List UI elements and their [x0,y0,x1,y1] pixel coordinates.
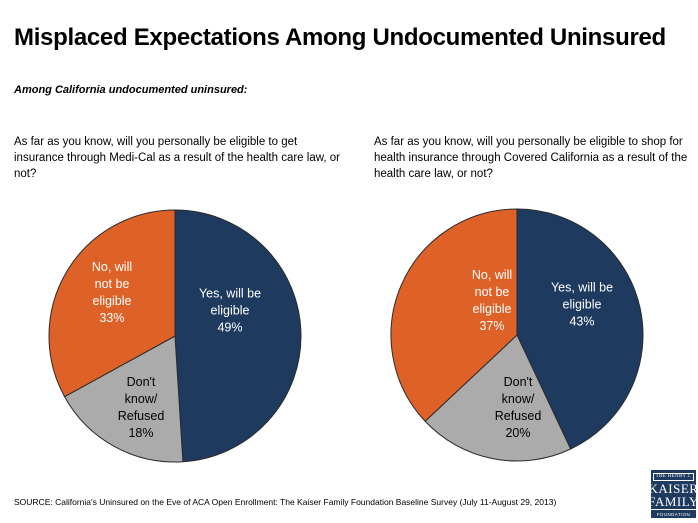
pie-slice-label: Yes, will be eligible 43% [550,280,614,329]
pie-svg [390,208,644,462]
pie-slice [516,208,644,450]
pie-slice-label: Don't know/Refused 18% [117,375,165,440]
page-subtitle: Among California undocumented uninsured: [14,84,248,96]
pie-chart-medi-cal: Yes, will be eligible 49% Don't know/Refused… [47,208,303,464]
logo-family-text: FAMILY [648,494,698,510]
logo-foundation-text: FOUNDATION [656,512,691,517]
kff-logo: THE HENRY J. KAISER FAMILY FOUNDATION [648,470,698,518]
pie-slice-label: Don't know/Refused 20% [494,375,542,440]
pie-svg [48,209,302,463]
logo-henry-j-text: THE HENRY J. [652,473,695,481]
pie-slice-label: Yes, will be eligible 49% [198,286,262,335]
question-covered-california: As far as you know, will you personally … [374,136,688,180]
pie-slice-label: No, will not be eligible 37% [471,268,513,333]
pie-slice [424,334,572,462]
pie-chart-covered-california: Yes, will be eligible 43% Don't know/Refused… [389,207,645,463]
pie-slice [64,335,184,463]
pie-slice [174,209,302,463]
pie-slice [48,209,176,398]
page-title: Misplaced Expectations Among Undocumente… [14,24,666,51]
pie-slice [390,208,518,422]
logo-kaiser-text: KAISER [648,481,698,496]
question-medi-cal: As far as you know, will you personally … [14,136,341,180]
source-note: SOURCE: California's Uninsured on the Ev… [14,497,557,507]
pie-slice-label: No, will not be eligible 33% [91,260,133,325]
